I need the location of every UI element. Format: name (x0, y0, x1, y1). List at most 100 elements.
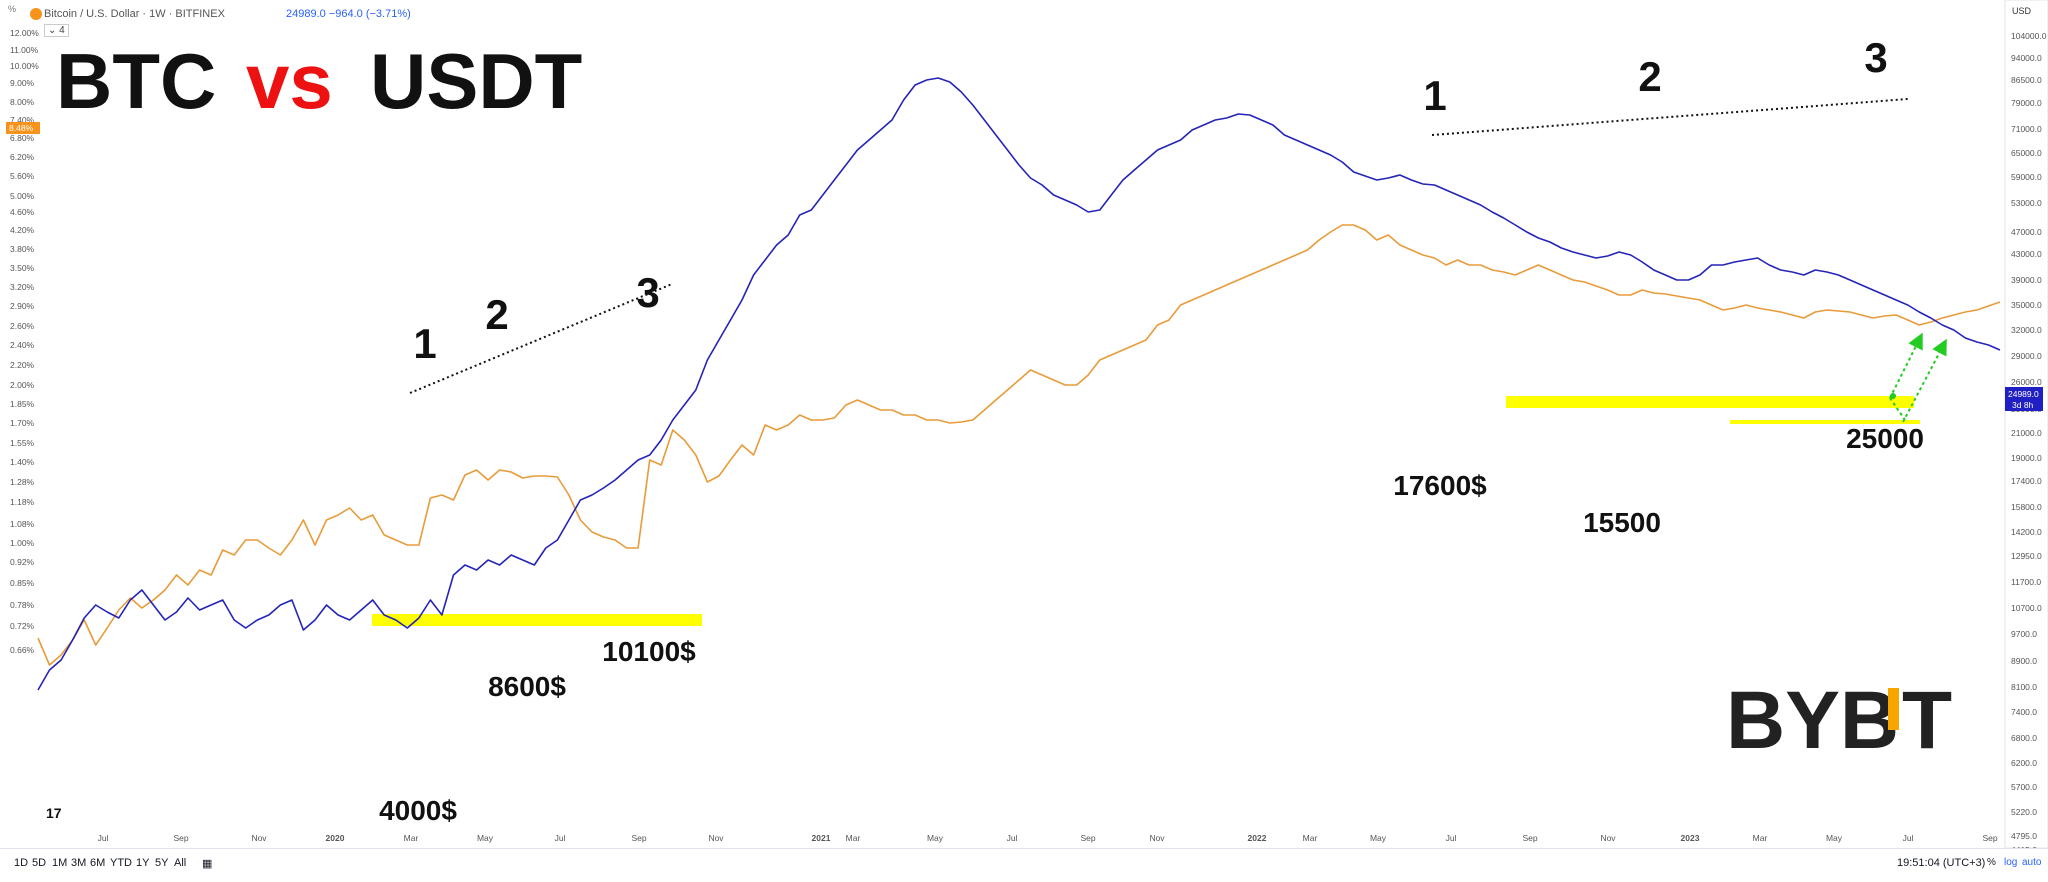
left-value-badge (6, 122, 40, 134)
left-tick-label: 4.60% (10, 207, 35, 217)
annotation-label: 15500 (1583, 507, 1661, 538)
right-tick-label: 14200.0 (2011, 527, 2042, 537)
x-tick-label: Jul (1903, 833, 1914, 843)
left-tick-label: 1.55% (10, 438, 35, 448)
x-tick-label: May (1370, 833, 1387, 843)
x-tick-label: Sep (173, 833, 188, 843)
right-tick-label: 8900.0 (2011, 656, 2037, 666)
right-tick-label: 11700.0 (2011, 577, 2041, 587)
right-tick-label: 104000.0 (2011, 31, 2047, 41)
x-tick-label: Mar (846, 833, 861, 843)
right-tick-label: 65000.0 (2011, 148, 2042, 158)
tf-1m[interactable]: 1M (52, 857, 68, 869)
title-part-btc: BTC (56, 37, 216, 125)
x-tick-label: Mar (1753, 833, 1768, 843)
x-tick-label: Nov (708, 833, 724, 843)
tf-ytd[interactable]: YTD (110, 857, 132, 869)
bybit-logo-tail: T (1902, 675, 1952, 766)
percent-toggle[interactable]: % (1987, 857, 1996, 868)
left-tick-label: 4.20% (10, 225, 35, 235)
percent-sign: % (8, 4, 17, 14)
tf-5d[interactable]: 5D (32, 857, 47, 869)
right-tick-label: 43000.0 (2011, 249, 2042, 259)
tf-all[interactable]: All (174, 857, 187, 869)
symbol-title[interactable]: Bitcoin / U.S. Dollar · 1W · BITFINEX (44, 8, 225, 20)
x-tick-label: May (1826, 833, 1843, 843)
x-tick-label: Sep (1080, 833, 1095, 843)
trend-line (1431, 98, 1909, 136)
right-value-badge (2005, 387, 2043, 411)
left-tick-label: 1.08% (10, 519, 35, 529)
log-toggle[interactable]: log (2004, 857, 2018, 868)
x-tick-label: Nov (1149, 833, 1165, 843)
price-quote: 24989.0 −964.0 (−3.71%) (286, 8, 411, 20)
bottom-bar: 1D 5D 1M 3M 6M YTD 1Y 5Y All ▦ 19:51:04 … (0, 848, 2048, 878)
right-tick-label: 15800.0 (2011, 502, 2042, 512)
calendar-icon[interactable]: ▦ (202, 858, 213, 870)
right-tick-label: 5700.0 (2011, 782, 2037, 792)
x-tick-label: 2021 (812, 833, 831, 843)
left-tick-label: 1.70% (10, 418, 35, 428)
left-tick-label: 2.00% (10, 380, 35, 390)
tf-3m[interactable]: 3M (71, 857, 87, 869)
auto-toggle[interactable]: auto (2022, 857, 2042, 868)
annotation-label: 4000$ (379, 795, 457, 826)
forecast-arrow (1889, 332, 1923, 399)
tf-6m[interactable]: 6M (90, 857, 106, 869)
tf-1d[interactable]: 1D (14, 857, 29, 869)
indicator-toggle[interactable]: ⌄ 4 (44, 24, 69, 37)
bybit-logo-text: BYB (1726, 675, 1899, 766)
annotation-label: 3 (1864, 34, 1887, 81)
left-tick-label: 6.80% (10, 133, 35, 143)
left-tick-label: 2.60% (10, 321, 35, 331)
right-tick-label: 39000.0 (2011, 275, 2042, 285)
x-tick-label: 2023 (1681, 833, 1700, 843)
x-tick-label: Jul (1446, 833, 1457, 843)
right-tick-label: 19000.0 (2011, 453, 2042, 463)
annotation-label: 2 (1638, 53, 1661, 100)
left-tick-label: 0.78% (10, 600, 35, 610)
right-tick-label: 6800.0 (2011, 733, 2037, 743)
right-badge-subtext: 3d 8h (2012, 400, 2034, 410)
left-tick-label: 9.00% (10, 78, 35, 88)
x-tick-label: Mar (1303, 833, 1318, 843)
x-tick-label: Sep (1522, 833, 1537, 843)
x-tick-label: Sep (1982, 833, 1997, 843)
annotation-label: 25000 (1846, 423, 1924, 454)
right-tick-label: 12950.0 (2011, 551, 2042, 561)
annotation-label: 8600$ (488, 671, 566, 702)
x-tick-label: Nov (1600, 833, 1616, 843)
right-badge-text: 24989.0 (2008, 389, 2039, 399)
left-tick-label: 0.72% (10, 621, 35, 631)
series-line-usdt[interactable] (37, 224, 2001, 666)
left-tick-label: 11.00% (10, 45, 39, 55)
right-tick-label: 6200.0 (2011, 758, 2037, 768)
support-band (372, 614, 702, 626)
bitcoin-icon (30, 8, 42, 20)
tf-1y[interactable]: 1Y (136, 857, 150, 869)
right-tick-label: 86500.0 (2011, 75, 2042, 85)
right-axis-panel[interactable] (2004, 0, 2048, 849)
left-tick-label: 1.28% (10, 477, 35, 487)
forecast-arrow (1902, 338, 1947, 423)
left-tick-label: 2.90% (10, 301, 35, 311)
bybit-logo: BYB T (1726, 675, 1952, 766)
clock-readout[interactable]: 19:51:04 (UTC+3) (1897, 857, 1986, 869)
currency-label[interactable]: USD (2012, 6, 2032, 16)
x-tick-label: Mar (404, 833, 419, 843)
left-tick-label: 1.00% (10, 538, 35, 548)
annotation-label: 1 (413, 320, 436, 367)
right-tick-label: 59000.0 (2011, 172, 2042, 182)
series-line-btc[interactable] (37, 77, 2001, 691)
left-tick-label: 0.92% (10, 557, 35, 567)
left-tick-label: 7.40% (10, 115, 35, 125)
right-tick-label: 71000.0 (2011, 124, 2042, 134)
right-tick-label: 7400.0 (2011, 707, 2037, 717)
left-badge-text: 8.48% (9, 123, 34, 133)
right-tick-label: 29000.0 (2011, 351, 2042, 361)
left-tick-label: 0.85% (10, 578, 35, 588)
tf-5y[interactable]: 5Y (155, 857, 169, 869)
right-tick-label: 9700.0 (2011, 629, 2037, 639)
left-tick-label: 3.80% (10, 244, 35, 254)
